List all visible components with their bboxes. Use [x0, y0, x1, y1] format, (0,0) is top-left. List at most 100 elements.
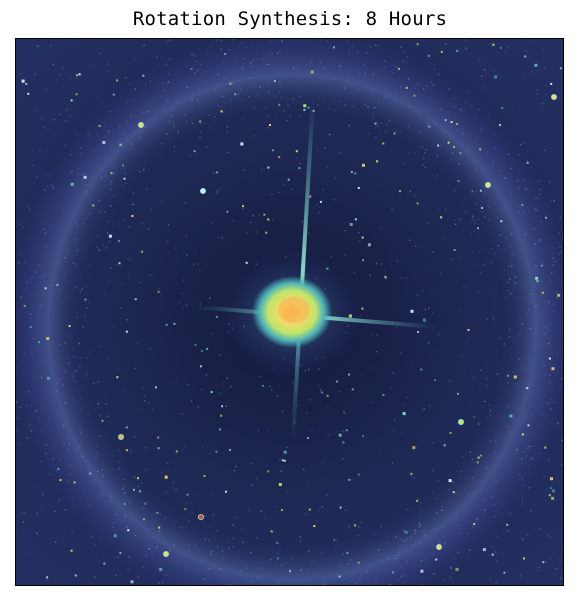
noise-speckle [75, 239, 78, 241]
noise-speckle [178, 302, 180, 304]
noise-speckle [418, 526, 420, 528]
noise-speckle [384, 142, 386, 145]
noise-speckle [180, 527, 182, 529]
noise-speckle [18, 443, 20, 446]
noise-speckle [44, 189, 46, 191]
noise-speckle [75, 449, 77, 452]
noise-speckle [495, 581, 497, 584]
noise-speckle [117, 556, 119, 558]
noise-speckle [453, 106, 455, 108]
noise-speckle [323, 583, 325, 585]
noise-speckle [440, 145, 442, 147]
noise-speckle [507, 46, 509, 48]
noise-speckle [101, 521, 103, 523]
noise-speckle [433, 528, 436, 531]
noise-speckle [493, 319, 496, 321]
noise-speckle [36, 109, 38, 111]
noise-speckle [158, 582, 160, 584]
noise-speckle [232, 524, 234, 526]
point-source [309, 195, 312, 198]
noise-speckle [508, 336, 510, 338]
noise-speckle [509, 293, 512, 295]
noise-speckle [557, 242, 559, 244]
noise-speckle [376, 334, 378, 336]
point-source [480, 454, 483, 457]
noise-speckle [378, 102, 380, 104]
noise-speckle [284, 570, 287, 573]
bright-source-peak [278, 297, 310, 323]
noise-speckle [518, 109, 521, 111]
noise-speckle [80, 431, 82, 434]
noise-speckle [491, 546, 494, 548]
point-source [338, 433, 342, 437]
noise-speckle [469, 104, 472, 107]
noise-speckle [102, 554, 104, 556]
noise-speckle [292, 98, 294, 100]
noise-speckle [100, 492, 103, 494]
noise-speckle [181, 292, 183, 294]
noise-speckle [87, 132, 89, 134]
noise-speckle [79, 429, 81, 431]
noise-speckle [292, 381, 294, 384]
noise-speckle [191, 98, 193, 100]
noise-speckle [421, 530, 424, 533]
noise-speckle [468, 150, 471, 152]
point-source [75, 93, 78, 96]
point-source [524, 55, 527, 58]
noise-speckle [76, 135, 78, 137]
noise-speckle [267, 116, 269, 118]
noise-speckle [269, 41, 271, 43]
noise-speckle [63, 442, 66, 444]
noise-speckle [173, 122, 175, 125]
noise-speckle [538, 423, 541, 425]
noise-speckle [124, 515, 127, 517]
noise-speckle [379, 426, 382, 429]
point-source [308, 508, 311, 511]
noise-speckle [416, 83, 419, 85]
noise-speckle [545, 561, 548, 563]
point-source [540, 264, 543, 267]
noise-speckle [52, 187, 55, 189]
noise-speckle [114, 556, 116, 558]
noise-speckle [408, 105, 410, 108]
noise-speckle [113, 167, 116, 169]
noise-speckle [184, 202, 186, 204]
noise-speckle [504, 205, 507, 207]
noise-speckle [249, 77, 251, 79]
point-source [376, 160, 379, 163]
point-source [269, 124, 271, 126]
noise-speckle [548, 275, 551, 277]
noise-speckle [324, 66, 327, 68]
noise-speckle [519, 575, 522, 577]
noise-speckle [244, 564, 247, 566]
noise-speckle [98, 52, 101, 55]
noise-speckle [232, 39, 234, 41]
noise-speckle [406, 56, 408, 58]
noise-speckle [265, 107, 267, 110]
noise-speckle [468, 556, 471, 558]
noise-speckle [45, 89, 47, 91]
point-source [289, 570, 292, 573]
noise-speckle [113, 522, 115, 524]
noise-speckle [87, 414, 89, 416]
noise-speckle [139, 282, 141, 284]
noise-speckle [197, 263, 199, 265]
noise-speckle [137, 576, 139, 578]
noise-speckle [487, 199, 489, 202]
noise-speckle [556, 423, 559, 425]
noise-speckle [162, 82, 165, 84]
noise-speckle [299, 115, 301, 117]
noise-speckle [559, 246, 561, 248]
point-source [164, 475, 168, 479]
noise-speckle [467, 533, 469, 535]
noise-speckle [403, 529, 406, 531]
noise-speckle [438, 333, 440, 336]
noise-speckle [296, 157, 298, 159]
point-source [354, 172, 357, 175]
noise-speckle [57, 500, 60, 502]
noise-speckle [145, 188, 148, 190]
noise-speckle [242, 529, 244, 531]
noise-speckle [404, 581, 406, 583]
noise-speckle [522, 74, 524, 76]
noise-speckle [118, 126, 121, 128]
